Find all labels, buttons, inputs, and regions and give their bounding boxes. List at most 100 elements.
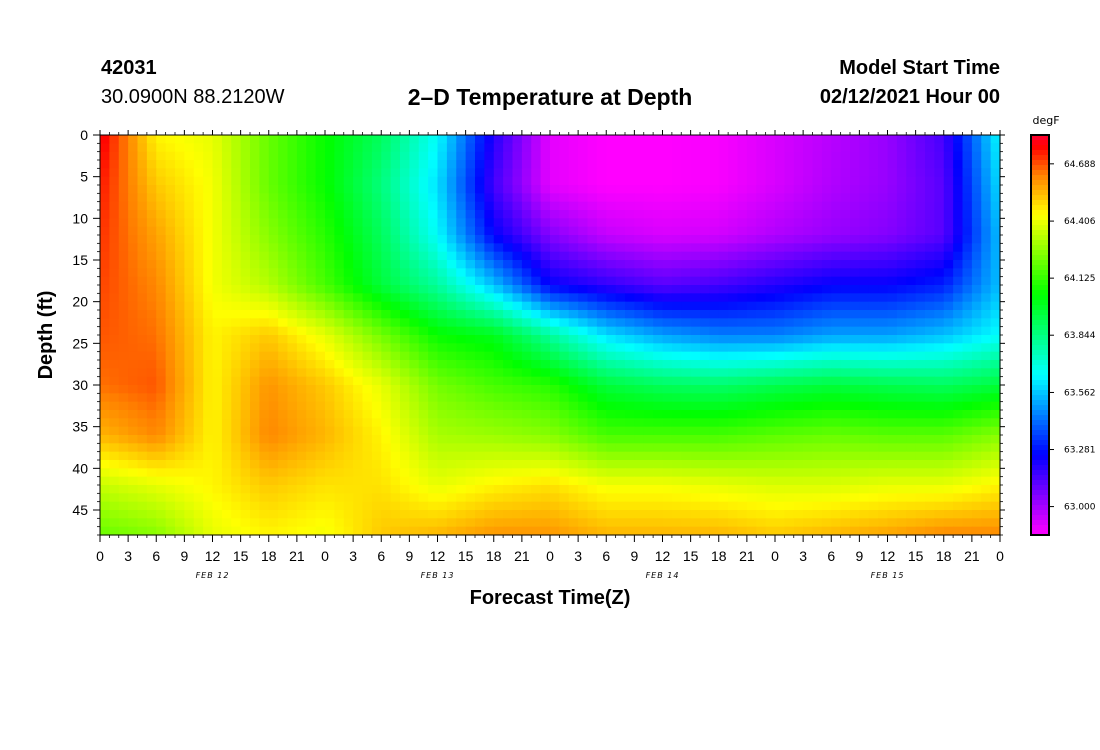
heatmap-cell	[521, 193, 532, 203]
heatmap-cell	[625, 393, 635, 403]
heatmap-cell	[240, 485, 251, 494]
heatmap-cell	[353, 368, 364, 378]
heatmap-cell	[531, 376, 542, 386]
heatmap-cell	[343, 235, 354, 244]
heatmap-cell	[409, 410, 420, 419]
heatmap-cell	[634, 360, 645, 369]
heatmap-cell	[962, 185, 973, 194]
heatmap-cell	[503, 285, 514, 294]
heatmap-cell	[221, 135, 232, 144]
heatmap-cell	[100, 493, 110, 503]
heatmap-cell	[784, 510, 795, 519]
heatmap-cell	[268, 243, 279, 253]
heatmap-cell	[278, 493, 289, 503]
heatmap-cell	[306, 460, 317, 469]
heatmap-cell	[184, 351, 195, 361]
heatmap-cell	[878, 151, 889, 161]
heatmap-cell	[325, 360, 335, 369]
heatmap-cell	[512, 218, 523, 228]
heatmap-cell	[418, 285, 429, 294]
heatmap-cell	[390, 276, 401, 286]
heatmap-cell	[831, 276, 842, 286]
x-tick-label: 3	[574, 548, 582, 564]
heatmap-cell	[728, 135, 739, 144]
heatmap-cell	[475, 285, 485, 294]
heatmap-cell	[615, 360, 626, 369]
heatmap-cell	[343, 243, 354, 253]
heatmap-cell	[315, 451, 326, 461]
heatmap-cell	[906, 426, 917, 436]
heatmap-cell	[775, 518, 785, 528]
heatmap-cell	[212, 176, 223, 186]
heatmap-cell	[100, 301, 110, 311]
heatmap-cell	[287, 351, 298, 361]
heatmap-cell	[840, 518, 851, 528]
colorbar-swatch	[1031, 150, 1049, 156]
heatmap-cell	[100, 251, 110, 261]
heatmap-cell	[259, 218, 270, 228]
heatmap-cell	[371, 135, 382, 144]
heatmap-cell	[962, 385, 973, 394]
heatmap-cell	[212, 201, 223, 211]
heatmap-cell	[962, 326, 973, 336]
heatmap-cell	[915, 493, 926, 503]
heatmap-cell	[803, 368, 814, 378]
heatmap-cell	[840, 443, 851, 453]
heatmap-cell	[662, 385, 673, 394]
heatmap-cell	[587, 318, 598, 328]
heatmap-cell	[718, 218, 729, 228]
heatmap-cell	[606, 451, 617, 461]
heatmap-cell	[390, 193, 401, 203]
heatmap-cell	[578, 418, 589, 428]
heatmap-cell	[259, 235, 270, 244]
heatmap-cell	[643, 226, 654, 236]
heatmap-cell	[962, 376, 973, 386]
heatmap-cell	[165, 301, 176, 311]
heatmap-cell	[625, 326, 635, 336]
heatmap-cell	[915, 301, 926, 311]
heatmap-cell	[559, 310, 570, 319]
heatmap-cell	[165, 418, 176, 428]
heatmap-cell	[709, 393, 720, 403]
heatmap-cell	[990, 235, 1001, 244]
heatmap-cell	[493, 385, 504, 394]
heatmap-cell	[287, 251, 298, 261]
heatmap-cell	[315, 293, 326, 303]
heatmap-cell	[990, 285, 1001, 294]
heatmap-cell	[840, 176, 851, 186]
heatmap-cell	[578, 451, 589, 461]
heatmap-cell	[221, 276, 232, 286]
heatmap-cell	[231, 168, 242, 178]
heatmap-cell	[634, 451, 645, 461]
heatmap-cell	[540, 510, 551, 519]
heatmap-cell	[446, 201, 457, 211]
heatmap-cell	[400, 201, 410, 211]
heatmap-cell	[578, 526, 589, 536]
heatmap-cell	[456, 168, 467, 178]
heatmap-cell	[306, 385, 317, 394]
heatmap-cell	[821, 401, 832, 411]
heatmap-cell	[859, 318, 870, 328]
heatmap-cell	[859, 443, 870, 453]
heatmap-cell	[887, 226, 898, 236]
heatmap-cell	[428, 218, 439, 228]
heatmap-cell	[700, 160, 710, 169]
heatmap-cell	[821, 143, 832, 153]
heatmap-cell	[784, 501, 795, 511]
heatmap-cell	[156, 185, 167, 194]
heatmap-cell	[428, 418, 439, 428]
heatmap-cell	[540, 368, 551, 378]
heatmap-cell	[943, 385, 954, 394]
heatmap-cell	[756, 218, 767, 228]
heatmap-cell	[971, 418, 982, 428]
heatmap-cell	[146, 185, 157, 194]
heatmap-cell	[831, 385, 842, 394]
heatmap-cell	[371, 401, 382, 411]
heatmap-cell	[306, 343, 317, 353]
heatmap-cell	[334, 135, 345, 144]
heatmap-cell	[596, 435, 607, 444]
heatmap-cell	[118, 335, 129, 344]
heatmap-cell	[146, 493, 157, 503]
heatmap-cell	[690, 310, 701, 319]
heatmap-cell	[437, 360, 448, 369]
